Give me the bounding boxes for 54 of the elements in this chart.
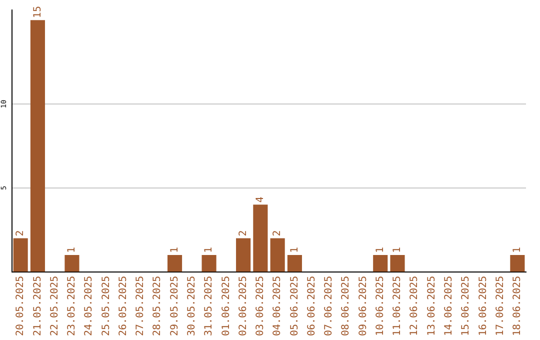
x-tick-label: 23.05.2025 [66, 276, 78, 336]
x-tick-label: 02.06.2025 [238, 276, 249, 336]
bar [270, 238, 285, 272]
x-tick-label: 18.06.2025 [512, 276, 524, 336]
x-tick-label: 11.06.2025 [392, 276, 404, 336]
x-tick-label: 15.06.2025 [460, 276, 472, 336]
data-label: 4 [255, 196, 266, 203]
x-tick-label: 30.05.2025 [186, 276, 198, 336]
x-tick-label: 07.06.2025 [324, 276, 335, 336]
x-tick-label: 14.06.2025 [443, 276, 454, 336]
data-label: 1 [204, 246, 215, 254]
x-tick-label: 27.05.2025 [135, 276, 146, 336]
x-tick-label: 01.06.2025 [220, 276, 232, 336]
bar [13, 238, 28, 272]
x-tick-label: 12.06.2025 [409, 276, 420, 336]
x-tick-label: 24.05.2025 [84, 276, 95, 336]
x-tick-label: 16.06.2025 [478, 276, 489, 336]
data-label: 1 [512, 246, 524, 254]
bar [30, 20, 45, 272]
x-tick-label: 26.05.2025 [118, 276, 129, 336]
x-tick-label: 28.05.2025 [152, 276, 164, 336]
x-tick-label: 31.05.2025 [204, 276, 215, 336]
bar [373, 255, 388, 272]
x-tick-label: 25.05.2025 [100, 276, 112, 336]
bar [253, 204, 268, 272]
x-tick-label: 09.06.2025 [358, 276, 369, 336]
bar [64, 255, 80, 272]
x-tick-label: 10.06.2025 [374, 276, 386, 336]
data-label: 1 [392, 246, 404, 254]
data-label: 2 [15, 230, 26, 236]
x-tick-label: 20.05.2025 [15, 276, 26, 336]
data-label: 1 [169, 246, 180, 254]
x-tick-label: 05.06.2025 [289, 276, 300, 336]
data-label: 2 [272, 230, 284, 236]
x-tick-label: 29.05.2025 [169, 276, 180, 336]
bar [236, 238, 251, 272]
data-label: 15 [32, 6, 44, 18]
x-tick-label: 22.05.2025 [49, 276, 60, 336]
x-tick-label: 03.06.2025 [255, 276, 266, 336]
data-label: 1 [66, 246, 78, 254]
data-label: 2 [238, 230, 249, 236]
x-tick-label: 08.06.2025 [340, 276, 352, 336]
data-label: 1 [289, 246, 300, 254]
bar [510, 255, 525, 272]
bar [287, 255, 302, 272]
bar [202, 255, 216, 272]
bar [390, 255, 405, 272]
x-tick-label: 06.06.2025 [306, 276, 318, 336]
x-tick-label: 17.06.2025 [494, 276, 506, 336]
data-label: 1 [374, 246, 386, 254]
x-tick-label: 04.06.2025 [272, 276, 284, 336]
x-tick-label: 21.05.2025 [32, 276, 44, 336]
x-tick-label: 13.06.2025 [426, 276, 438, 336]
bar [167, 255, 182, 272]
